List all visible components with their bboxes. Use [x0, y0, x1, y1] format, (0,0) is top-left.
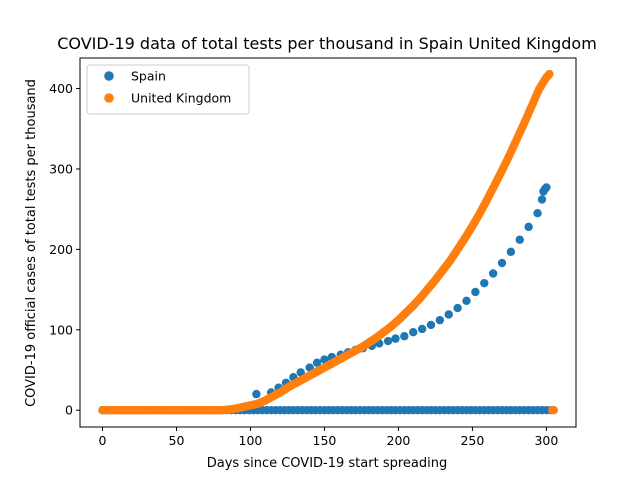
data-point	[320, 355, 329, 364]
data-point	[383, 336, 393, 346]
x-tick-label: 100	[239, 433, 263, 448]
y-tick-label: 300	[49, 161, 73, 176]
data-point	[471, 287, 480, 297]
legend-marker	[104, 71, 114, 81]
x-tick-label: 150	[313, 433, 337, 448]
data-point	[409, 328, 418, 337]
data-point	[537, 195, 547, 204]
legend-label: Spain	[131, 69, 166, 84]
data-point	[497, 258, 507, 268]
legend-marker	[104, 93, 114, 103]
data-point	[462, 296, 471, 306]
y-tick-label: 200	[49, 242, 73, 257]
data-point	[542, 183, 551, 192]
data-point	[435, 315, 445, 325]
series-united-kingdom	[98, 69, 558, 415]
legend-box	[86, 64, 250, 115]
x-tick-label: 300	[534, 433, 558, 448]
y-tick-label: 400	[49, 81, 73, 96]
data-point	[506, 247, 516, 256]
y-tick-label: 100	[49, 322, 73, 337]
data-point	[444, 310, 453, 319]
data-point	[305, 363, 314, 372]
x-axis-label: Days since COVID-19 start spreading	[207, 456, 447, 471]
x-tick-label: 0	[99, 433, 107, 448]
data-point	[533, 208, 542, 218]
x-tick-label: 200	[387, 433, 411, 448]
data-point	[400, 332, 409, 341]
plot-frame	[79, 57, 577, 428]
data-point	[426, 320, 436, 330]
data-point	[417, 324, 427, 334]
y-axis-ticks: 0 100 200 300 400	[49, 81, 80, 418]
y-tick-label: 0	[65, 403, 73, 418]
legend-label: United Kingdom	[131, 91, 231, 106]
x-axis-ticks: 0 50 100 150 200 250 300	[99, 427, 558, 448]
data-point	[296, 368, 305, 377]
data-point	[488, 269, 498, 278]
data-point	[312, 358, 322, 367]
x-tick-label: 50	[169, 433, 185, 448]
data-point	[524, 222, 533, 232]
data-point	[549, 405, 558, 415]
data-point	[480, 278, 489, 288]
chart-title: COVID-19 data of total tests per thousan…	[57, 34, 597, 53]
data-point	[252, 389, 261, 399]
data-point	[391, 334, 400, 343]
data-point	[515, 235, 524, 244]
data-point	[545, 69, 554, 79]
legend: Spain United Kingdom	[86, 64, 250, 115]
x-tick-label: 250	[460, 433, 484, 448]
y-axis-label: COVID-19 official cases of total tests p…	[24, 79, 39, 407]
data-point	[453, 303, 462, 313]
plot-area	[98, 69, 558, 415]
